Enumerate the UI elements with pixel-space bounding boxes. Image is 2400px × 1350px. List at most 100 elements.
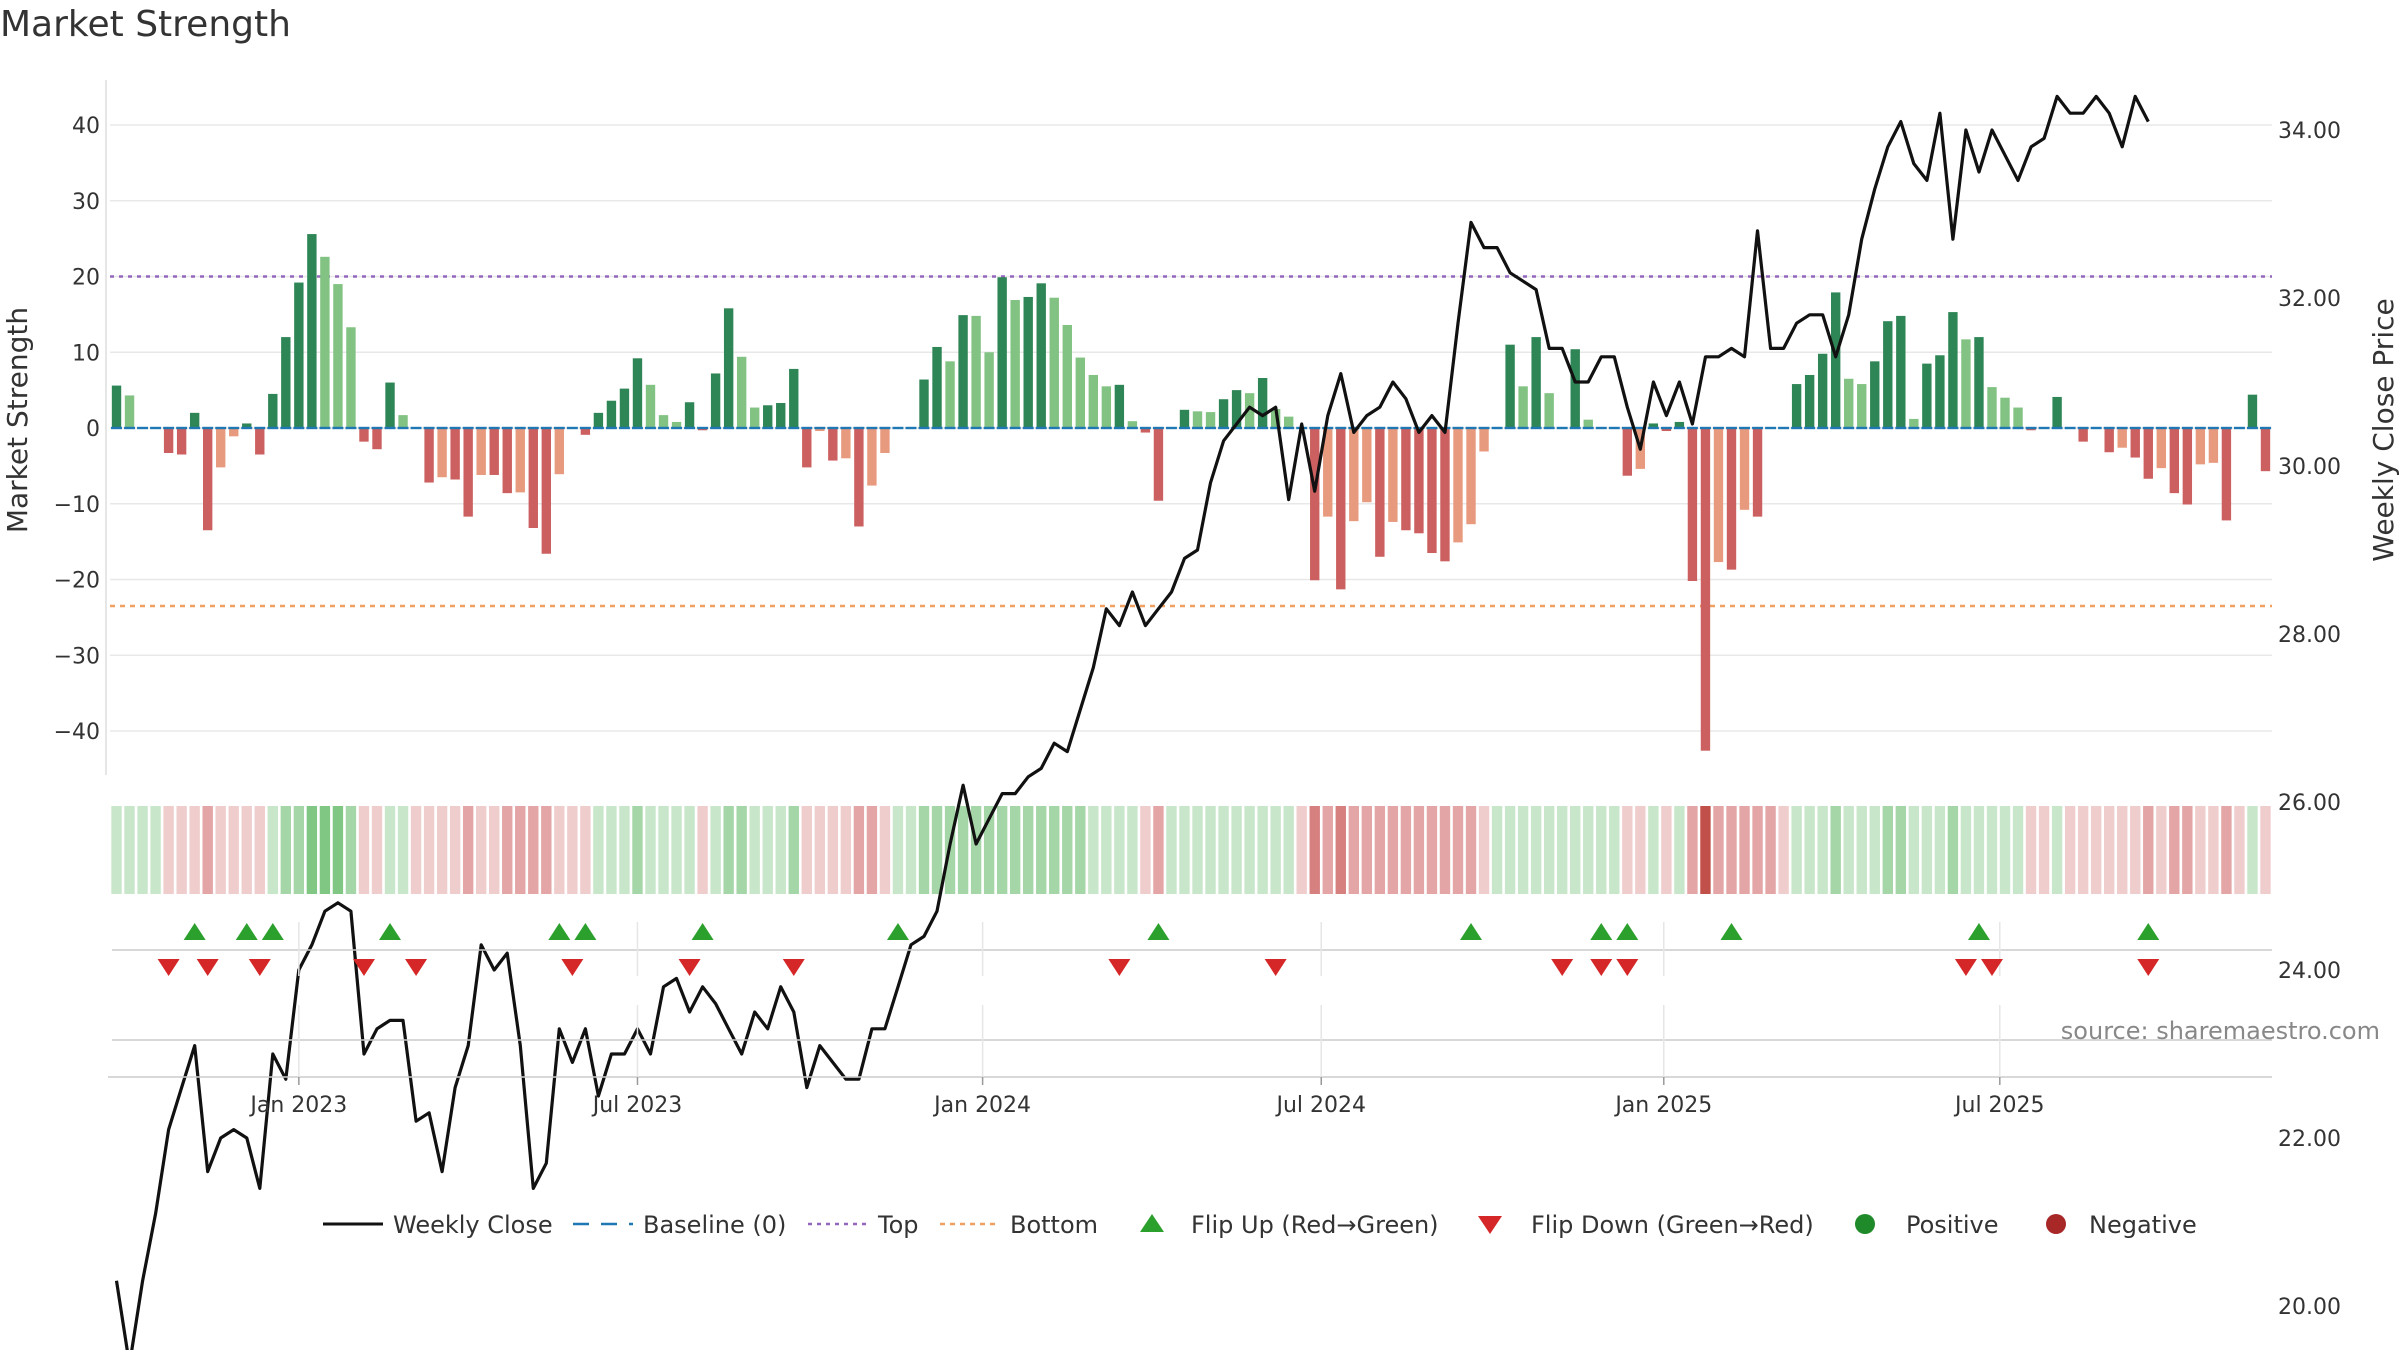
regime-cell-positive [1556,806,1568,894]
regime-cell-negative [1140,806,1151,894]
x-tick-label: Jan 2024 [932,1093,1031,1118]
regime-cell-positive [397,806,409,894]
bar-positive [1987,387,1997,428]
regime-cell-positive [384,806,396,894]
bar-negative [880,428,890,453]
regime-cell-negative [827,806,839,894]
bar-negative [2143,428,2153,479]
regime-cell-positive [1583,806,1594,894]
regime-cell-positive [1218,806,1229,894]
bar-positive [1062,324,1072,428]
regime-cell-negative [358,806,370,894]
bar-positive [932,346,942,428]
flip-up-marker [548,923,571,940]
regime-cell-positive [1921,806,1933,894]
legend-label: Top [877,1211,919,1239]
chart-title: Market Strength [0,4,291,45]
bar-negative [815,428,825,432]
regime-cell-negative [2064,806,2076,894]
y-tick-right: 26.00 [2278,791,2341,816]
flip-down-marker [1551,959,1574,976]
regime-cell-positive [1192,806,1203,894]
regime-cell-positive [632,806,643,894]
bar-positive [710,373,721,428]
regime-cell-negative [2104,806,2115,894]
bar-negative [580,428,591,435]
regime-cell-negative [2169,806,2180,894]
legend-label: Bottom [1010,1211,1098,1239]
bar-negative [1700,428,1711,751]
regime-cell-positive [1075,806,1086,894]
legend-label: Negative [2089,1211,2197,1239]
regime-cell-positive [1049,806,1060,894]
bar-positive [1049,297,1059,428]
regime-cell-negative [2025,806,2037,894]
bar-negative [2182,428,2193,505]
bar-positive [919,379,929,428]
bar-positive [1948,312,1958,428]
regime-cell-negative [1687,806,1698,894]
regime-cell-positive [332,806,344,894]
regime-cell-positive [1009,806,1021,894]
bar-positive [1909,418,1919,428]
regime-cell-positive [1231,806,1242,894]
regime-cell-positive [1804,806,1815,894]
bar-positive [606,400,617,428]
bar-negative [1388,428,1398,522]
flip-up-marker [379,923,402,940]
bar-negative [1414,428,1424,534]
legend-item-top: Top [808,1211,919,1239]
bar-positive [776,403,786,428]
bar-negative [1479,428,1489,452]
regime-cell-positive [1205,806,1216,894]
bar-positive [294,282,304,428]
bar-positive [281,337,291,428]
regime-cell-positive [983,806,995,894]
regime-cell-positive [1270,806,1281,894]
regime-cell-negative [1726,806,1737,894]
bar-positive [1935,355,1945,428]
bar-negative [1375,428,1385,557]
regime-cell-negative [371,806,383,894]
bar-positive [789,368,799,428]
regime-cell-negative [1739,806,1750,894]
bar-positive [320,256,330,428]
bar-negative [1153,428,1164,501]
bar-positive [684,402,695,428]
flip-up-marker [1967,923,1990,940]
bar-positive [1922,363,1932,428]
bar-positive [124,395,135,428]
regime-cell-negative [2208,806,2219,894]
regime-cell-negative [2234,806,2245,894]
legend-item-baseline: Baseline (0) [573,1211,786,1239]
regime-band [111,806,2271,894]
legend-item-flipdown: Flip Down (Green→Red) [1478,1211,1814,1239]
regime-cell-negative [1465,806,1477,894]
y-tick-right: 22.00 [2278,1127,2341,1152]
bar-positive [750,407,760,428]
regime-cell-negative [1752,806,1763,894]
bar-negative [1427,428,1437,553]
bar-negative [1622,428,1632,476]
regime-cell-negative [840,806,852,894]
regime-cell-negative [1335,806,1346,894]
flip-up-marker [886,923,909,940]
bar-negative [1713,428,1724,563]
bar-positive [1127,421,1138,428]
regime-cell-negative [697,806,708,894]
bar-positive [1648,423,1659,428]
bar-negative [437,428,447,478]
flip-up-marker [235,923,258,940]
flip-up-marker [1460,923,1483,940]
flip-down-marker [2137,959,2160,976]
regime-cell-positive [1817,806,1828,894]
bar-positive [1505,344,1515,428]
legend-label: Flip Down (Green→Red) [1531,1211,1814,1239]
bar-negative [176,428,187,455]
regime-cell-negative [489,806,500,894]
regime-cell-positive [970,806,982,894]
legend-swatch-negative [2046,1214,2066,1234]
regime-cell-positive [319,806,331,894]
bar-negative [1310,428,1320,581]
regime-cell-positive [1504,806,1516,894]
